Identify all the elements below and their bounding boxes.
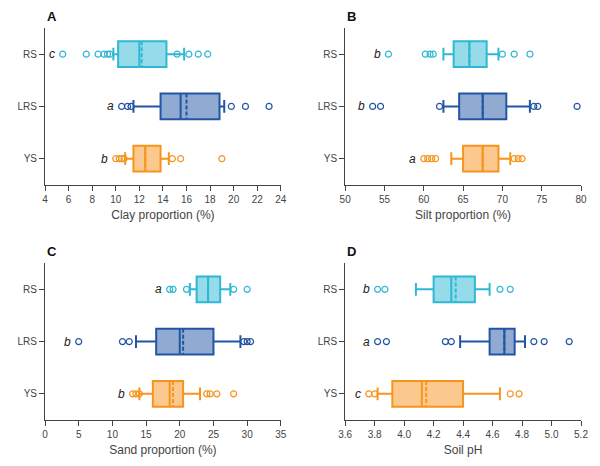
- svg-text:25: 25: [208, 429, 220, 440]
- svg-text:65: 65: [458, 194, 470, 205]
- svg-text:30: 30: [242, 429, 254, 440]
- svg-text:60: 60: [418, 194, 430, 205]
- svg-text:4.6: 4.6: [486, 429, 500, 440]
- svg-text:b: b: [118, 387, 125, 401]
- svg-text:3.8: 3.8: [368, 429, 382, 440]
- svg-text:a: a: [107, 99, 114, 113]
- svg-text:18: 18: [205, 194, 217, 205]
- svg-text:b: b: [374, 47, 381, 61]
- svg-text:a: a: [409, 152, 416, 166]
- svg-text:8: 8: [89, 194, 95, 205]
- svg-text:D: D: [347, 244, 356, 259]
- svg-text:b: b: [363, 282, 370, 296]
- svg-text:c: c: [49, 47, 55, 61]
- svg-text:10: 10: [110, 194, 122, 205]
- svg-text:YS: YS: [324, 153, 338, 164]
- svg-text:b: b: [101, 152, 108, 166]
- svg-text:4: 4: [42, 194, 48, 205]
- svg-text:Clay proportion (%): Clay proportion (%): [111, 208, 214, 222]
- svg-text:70: 70: [497, 194, 509, 205]
- svg-text:22: 22: [252, 194, 264, 205]
- svg-text:YS: YS: [24, 153, 38, 164]
- svg-text:0: 0: [42, 429, 48, 440]
- svg-text:YS: YS: [24, 388, 38, 399]
- svg-text:b: b: [358, 99, 365, 113]
- svg-text:LRS: LRS: [318, 101, 338, 112]
- svg-text:LRS: LRS: [18, 101, 38, 112]
- svg-text:Sand proportion (%): Sand proportion (%): [109, 443, 216, 457]
- svg-text:75: 75: [536, 194, 548, 205]
- svg-text:C: C: [47, 244, 57, 259]
- svg-text:4.0: 4.0: [397, 429, 411, 440]
- svg-text:a: a: [155, 282, 162, 296]
- svg-text:12: 12: [134, 194, 146, 205]
- svg-text:Silt proportion (%): Silt proportion (%): [415, 208, 511, 222]
- svg-text:14: 14: [157, 194, 169, 205]
- svg-text:RS: RS: [23, 284, 37, 295]
- svg-text:YS: YS: [324, 388, 338, 399]
- svg-text:4.2: 4.2: [427, 429, 441, 440]
- svg-text:b: b: [64, 335, 71, 349]
- svg-text:6: 6: [66, 194, 72, 205]
- svg-text:35: 35: [275, 429, 287, 440]
- svg-text:10: 10: [107, 429, 119, 440]
- svg-text:LRS: LRS: [318, 336, 338, 347]
- svg-text:5.2: 5.2: [574, 429, 588, 440]
- svg-text:50: 50: [340, 194, 352, 205]
- svg-text:c: c: [355, 387, 361, 401]
- svg-text:3.6: 3.6: [338, 429, 352, 440]
- svg-text:15: 15: [141, 429, 153, 440]
- svg-text:16: 16: [181, 194, 193, 205]
- svg-text:20: 20: [228, 194, 240, 205]
- svg-text:4.4: 4.4: [456, 429, 470, 440]
- svg-text:55: 55: [379, 194, 391, 205]
- svg-text:A: A: [47, 9, 57, 24]
- svg-text:5.0: 5.0: [545, 429, 559, 440]
- svg-text:B: B: [347, 9, 356, 24]
- svg-text:Soil pH: Soil pH: [444, 443, 483, 457]
- svg-text:80: 80: [575, 194, 587, 205]
- svg-text:RS: RS: [323, 49, 337, 60]
- svg-text:20: 20: [174, 429, 186, 440]
- svg-text:5: 5: [76, 429, 82, 440]
- svg-text:RS: RS: [323, 284, 337, 295]
- svg-text:24: 24: [275, 194, 287, 205]
- svg-text:a: a: [363, 335, 370, 349]
- svg-text:4.8: 4.8: [515, 429, 529, 440]
- svg-text:LRS: LRS: [18, 336, 38, 347]
- svg-text:RS: RS: [23, 49, 37, 60]
